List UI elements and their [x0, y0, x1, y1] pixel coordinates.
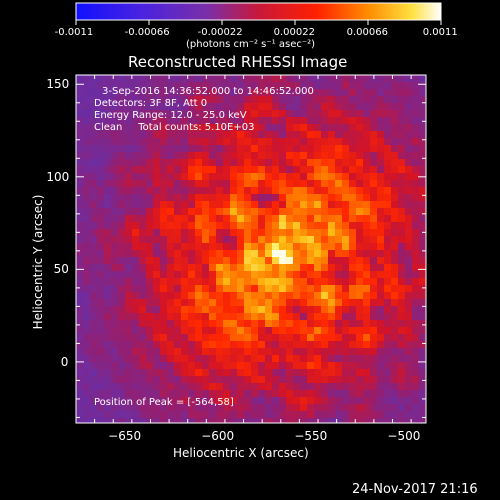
- colorbar-label: 0.00066: [346, 27, 388, 38]
- counts-annotation: Clean Total counts: 5.10E+03: [94, 122, 255, 133]
- colorbar-label: -0.00022: [197, 27, 243, 38]
- y-tick-label: 50: [53, 262, 69, 277]
- chart-title: Reconstructed RHESSI Image: [128, 53, 348, 71]
- y-tick-label: 100: [46, 169, 70, 184]
- peak-position-label: Position of Peak = [-564,58]: [94, 397, 234, 408]
- x-tick-label: −550: [294, 429, 328, 443]
- axis-ticks: [75, 75, 426, 423]
- energy-range-annotation: Energy Range: 12.0 - 25.0 keV: [94, 110, 247, 121]
- detectors-annotation: Detectors: 3F 8F, Att 0: [94, 98, 208, 109]
- colorbar-ticks: [75, 20, 442, 25]
- colorbar-label: -0.0011: [54, 27, 94, 38]
- x-axis-label: Heliocentric X (arcsec): [173, 446, 309, 460]
- x-tick-label: −650: [108, 429, 142, 443]
- x-tick-label: −600: [201, 429, 235, 443]
- colorbar-label: 0.0011: [422, 27, 458, 38]
- x-tick-label: −500: [387, 429, 421, 443]
- y-tick-label: 0: [60, 354, 69, 369]
- plot-frame: [75, 74, 427, 424]
- heatmap-image: [76, 75, 426, 423]
- colorbar: [75, 2, 442, 21]
- colorbar-label: -0.00066: [124, 27, 170, 38]
- y-axis-label: Heliocentric Y (arcsec): [31, 194, 45, 330]
- y-tick-label: 150: [46, 77, 70, 92]
- colorbar-units: (photons cm⁻² s⁻¹ asec⁻²): [186, 39, 316, 50]
- colorbar-label: 0.00022: [273, 27, 315, 38]
- footer-date: 24-Nov-2017 21:16: [352, 482, 478, 497]
- time-range-annotation: 3-Sep-2016 14:36:52.000 to 14:46:52.000: [102, 86, 314, 97]
